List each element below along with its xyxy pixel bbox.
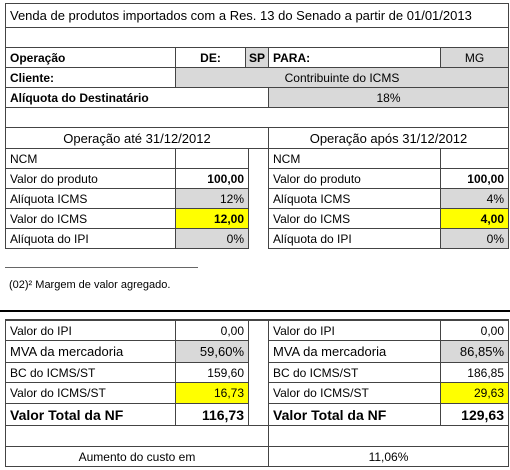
footnote: (02)² Margem de valor agregado.	[9, 279, 171, 291]
operation-label: Operação	[5, 47, 176, 68]
row-label: NCM	[5, 148, 176, 169]
row-value: 100,00	[440, 168, 509, 189]
row-value: 0%	[175, 228, 249, 249]
empty-row	[5, 425, 269, 447]
row-label: MVA da mercadoria	[268, 340, 441, 363]
row-value: 12,00	[175, 208, 249, 229]
rate-label: Alíquota do Destinatário	[5, 87, 269, 108]
before-heading: Operação até 31/12/2012	[5, 127, 269, 149]
increase-value: 11,06%	[268, 446, 509, 467]
row-value	[440, 148, 509, 169]
row-label: Valor do ICMS/ST	[5, 382, 176, 404]
row-label: Valor do ICMS/ST	[268, 382, 441, 404]
client-label: Cliente:	[5, 67, 176, 88]
row-label: Alíquota do IPI	[268, 228, 441, 249]
row-label: Alíquota do IPI	[5, 228, 176, 249]
row-label: Alíquota ICMS	[5, 188, 176, 209]
to-label: PARA:	[268, 47, 441, 68]
row-label: Valor Total da NF	[268, 403, 441, 426]
row-value: 129,63	[440, 403, 509, 426]
empty-row	[5, 27, 509, 48]
row-value: 12%	[175, 188, 249, 209]
row-value: 29,63	[440, 382, 509, 404]
row-label: Valor do ICMS	[268, 208, 441, 229]
row-value: 86,85%	[440, 340, 509, 363]
title: Venda de produtos importados com a Res. …	[5, 3, 509, 28]
row-label: Valor do ICMS	[5, 208, 176, 229]
rate-value: 18%	[268, 87, 509, 108]
row-label: Valor do produto	[268, 168, 441, 189]
row-label: MVA da mercadoria	[5, 340, 176, 363]
client-value: Contribuinte do ICMS	[175, 67, 509, 88]
row-value: 16,73	[175, 382, 249, 404]
row-value: 116,73	[175, 403, 249, 426]
row-label: NCM	[268, 148, 441, 169]
row-value: 159,60	[175, 362, 249, 383]
after-heading: Operação após 31/12/2012	[268, 127, 509, 149]
row-label: BC do ICMS/ST	[5, 362, 176, 383]
row-value: 100,00	[175, 168, 249, 189]
empty-row	[5, 107, 509, 128]
row-value: 4%	[440, 188, 509, 209]
row-value: 59,60%	[175, 340, 249, 363]
row-value: 0,00	[175, 320, 249, 341]
row-label: Valor Total da NF	[5, 403, 176, 426]
row-label: Valor do produto	[5, 168, 176, 189]
row-label: Alíquota ICMS	[268, 188, 441, 209]
to-state: MG	[440, 47, 509, 68]
row-label: BC do ICMS/ST	[268, 362, 441, 383]
from-label: DE:	[175, 47, 246, 68]
row-value: 4,00	[440, 208, 509, 229]
row-value: 0%	[440, 228, 509, 249]
row-value: 186,85	[440, 362, 509, 383]
section-divider	[0, 310, 510, 312]
row-label: Valor do IPI	[5, 320, 176, 341]
from-state: SP	[245, 47, 269, 68]
footnote-rule	[5, 267, 198, 268]
row-value	[175, 148, 249, 169]
increase-label: Aumento do custo em	[5, 446, 269, 467]
empty-row	[268, 425, 509, 447]
row-value: 0,00	[440, 320, 509, 341]
row-label: Valor do IPI	[268, 320, 441, 341]
